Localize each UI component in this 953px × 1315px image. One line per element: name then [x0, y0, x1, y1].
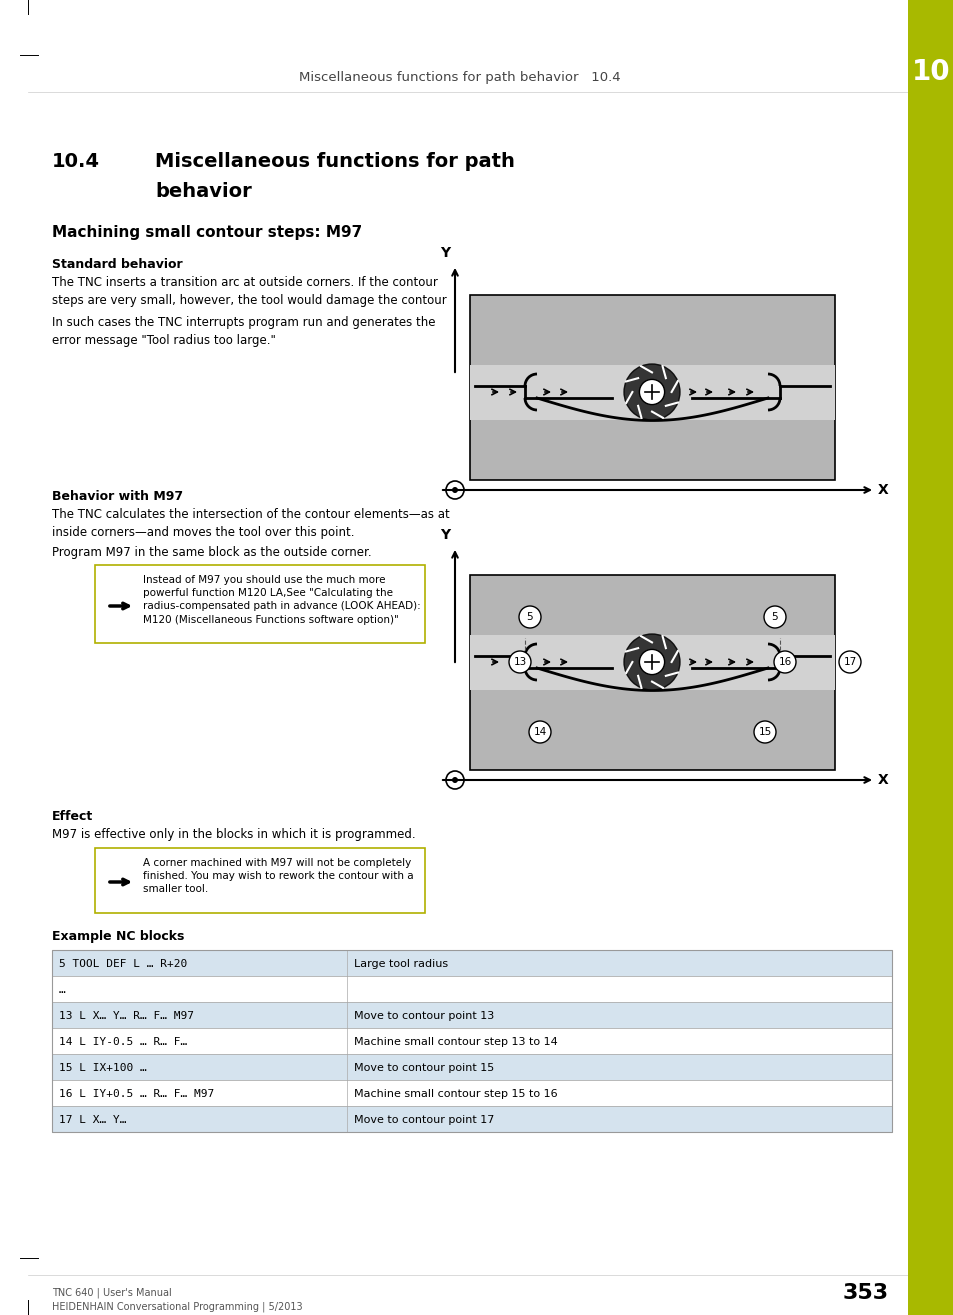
Text: 16: 16 — [778, 658, 791, 667]
Text: 16 L IY+0.5 … R… F… M97: 16 L IY+0.5 … R… F… M97 — [59, 1089, 214, 1099]
Text: 15 L IX+100 …: 15 L IX+100 … — [59, 1063, 147, 1073]
Text: 13: 13 — [513, 658, 526, 667]
Text: Standard behavior: Standard behavior — [52, 258, 182, 271]
Circle shape — [623, 634, 679, 690]
Text: 14 L IY-0.5 … R… F…: 14 L IY-0.5 … R… F… — [59, 1038, 187, 1047]
Text: 15: 15 — [758, 727, 771, 736]
Text: X: X — [877, 773, 888, 786]
Circle shape — [452, 487, 457, 493]
Bar — [52, 1002, 891, 1028]
Text: …: … — [59, 985, 66, 995]
Text: Program M97 in the same block as the outside corner.: Program M97 in the same block as the out… — [52, 546, 372, 559]
Text: Y: Y — [439, 529, 450, 542]
Bar — [52, 949, 891, 976]
Bar — [470, 295, 834, 480]
Text: Move to contour point 15: Move to contour point 15 — [354, 1063, 494, 1073]
Bar — [52, 1106, 891, 1132]
Text: Miscellaneous functions for path behavior   10.4: Miscellaneous functions for path behavio… — [299, 71, 620, 83]
Bar — [470, 366, 834, 419]
Circle shape — [452, 777, 457, 782]
Circle shape — [773, 651, 795, 673]
Bar — [52, 949, 891, 1132]
Text: In such cases the TNC interrupts program run and generates the
error message "To: In such cases the TNC interrupts program… — [52, 316, 435, 347]
Bar — [52, 1080, 891, 1106]
Text: The TNC inserts a transition arc at outside corners. If the contour
steps are ve: The TNC inserts a transition arc at outs… — [52, 276, 446, 306]
Text: Move to contour point 13: Move to contour point 13 — [354, 1011, 494, 1020]
Text: Machining small contour steps: M97: Machining small contour steps: M97 — [52, 225, 362, 241]
Text: behavior: behavior — [154, 181, 252, 201]
Bar — [470, 575, 834, 771]
Bar — [470, 635, 834, 690]
Circle shape — [518, 606, 540, 629]
Text: Y: Y — [439, 246, 450, 260]
Text: Move to contour point 17: Move to contour point 17 — [354, 1115, 494, 1126]
Text: Effect: Effect — [52, 810, 93, 823]
Circle shape — [763, 606, 785, 629]
Bar — [52, 1028, 891, 1055]
Text: Large tool radius: Large tool radius — [354, 959, 448, 969]
Text: Miscellaneous functions for path: Miscellaneous functions for path — [154, 153, 515, 171]
Text: 13 L X… Y… R… F… M97: 13 L X… Y… R… F… M97 — [59, 1011, 193, 1020]
Bar — [95, 565, 424, 643]
Bar — [52, 976, 891, 1002]
Text: 5 TOOL DEF L … R+20: 5 TOOL DEF L … R+20 — [59, 959, 187, 969]
Text: M97 is effective only in the blocks in which it is programmed.: M97 is effective only in the blocks in w… — [52, 828, 416, 842]
Text: 5: 5 — [771, 611, 778, 622]
Text: Machine small contour step 13 to 14: Machine small contour step 13 to 14 — [354, 1038, 558, 1047]
Circle shape — [639, 380, 664, 405]
Text: 5: 5 — [526, 611, 533, 622]
Text: X: X — [877, 483, 888, 497]
Circle shape — [509, 651, 531, 673]
Text: The TNC calculates the intersection of the contour elements—as at
inside corners: The TNC calculates the intersection of t… — [52, 508, 449, 539]
Text: Example NC blocks: Example NC blocks — [52, 930, 184, 943]
Bar — [907, 0, 953, 1315]
Text: Behavior with M97: Behavior with M97 — [52, 490, 183, 504]
Circle shape — [753, 721, 775, 743]
Text: TNC 640 | User's Manual
HEIDENHAIN Conversational Programming | 5/2013: TNC 640 | User's Manual HEIDENHAIN Conve… — [52, 1287, 302, 1312]
Text: 353: 353 — [841, 1283, 887, 1303]
Text: 10: 10 — [911, 58, 949, 85]
Circle shape — [623, 364, 679, 419]
Circle shape — [838, 651, 861, 673]
Text: A corner machined with M97 will not be completely
finished. You may wish to rewo: A corner machined with M97 will not be c… — [143, 857, 414, 894]
Text: 17 L X… Y…: 17 L X… Y… — [59, 1115, 127, 1126]
Circle shape — [639, 650, 664, 675]
Text: 14: 14 — [533, 727, 546, 736]
Text: 17: 17 — [842, 658, 856, 667]
Text: Machine small contour step 15 to 16: Machine small contour step 15 to 16 — [354, 1089, 558, 1099]
Text: 10.4: 10.4 — [52, 153, 100, 171]
Bar — [95, 848, 424, 913]
Circle shape — [529, 721, 551, 743]
Bar — [52, 1055, 891, 1080]
Text: Instead of M97 you should use the much more
powerful function M120 LA,See "Calcu: Instead of M97 you should use the much m… — [143, 575, 420, 625]
